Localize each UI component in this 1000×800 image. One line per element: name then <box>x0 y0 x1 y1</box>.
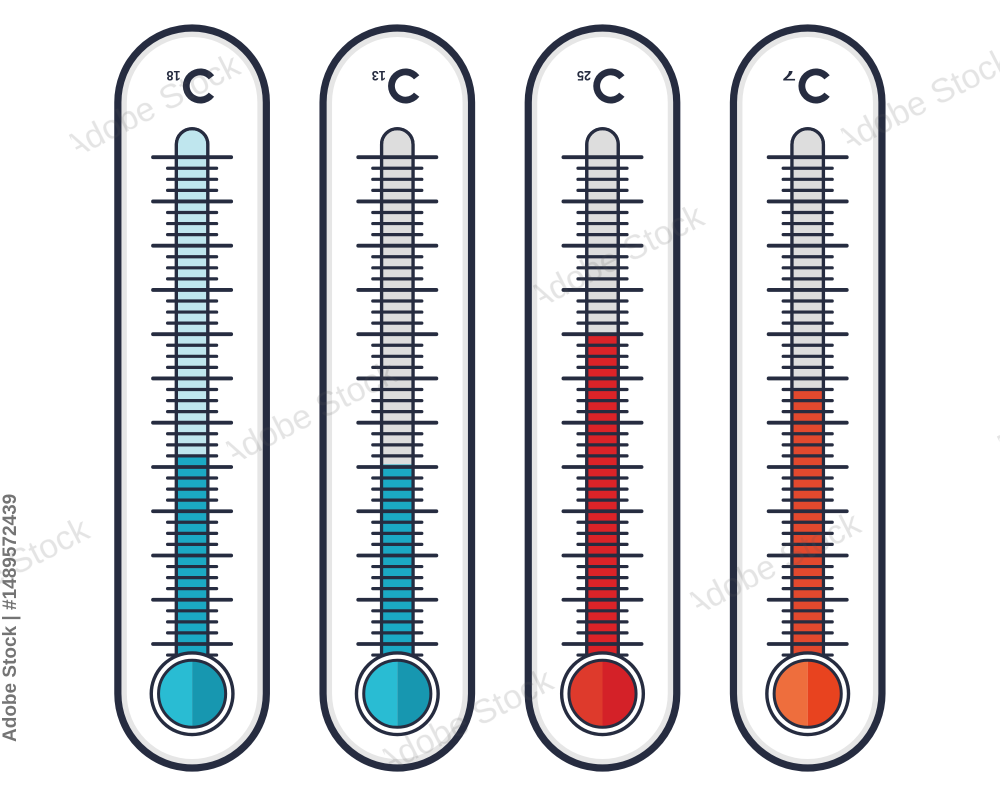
svg-text:Adobe Stock | #1489572439: Adobe Stock | #1489572439 <box>0 494 21 742</box>
